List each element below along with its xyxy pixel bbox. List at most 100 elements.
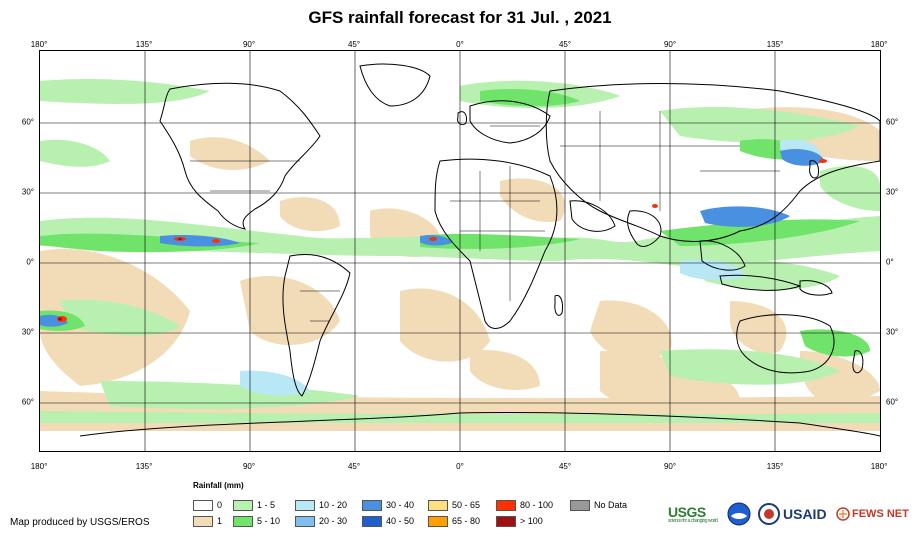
- madagascar-outline: [554, 294, 563, 316]
- rain-area: [780, 149, 825, 166]
- legend-label: 1 - 5: [257, 500, 276, 510]
- rain-area: [280, 197, 340, 232]
- rain-area: [500, 178, 566, 222]
- legend-label: No Data: [594, 500, 628, 510]
- japan-outline: [809, 160, 819, 179]
- lon-tick: 135°: [135, 462, 153, 471]
- rain-area: [240, 370, 310, 396]
- map-canvas: [40, 51, 880, 451]
- lon-tick: 135°: [766, 40, 784, 49]
- north-america-outline: [159, 82, 321, 230]
- lon-tick: 135°: [766, 462, 784, 471]
- rain-area: [40, 139, 110, 167]
- lon-tick: 180°: [870, 462, 888, 471]
- usgs-logo: USGS science for a changing world: [668, 502, 718, 526]
- lon-tick: 45°: [347, 40, 361, 49]
- usgs-tagline: science for a changing world: [668, 518, 718, 524]
- rain-area: [660, 219, 860, 246]
- rain-area: [429, 237, 437, 241]
- lon-tick: 0°: [456, 462, 464, 471]
- rain-extreme-areas: [58, 238, 182, 321]
- legend-swatch-5: [295, 516, 315, 527]
- lon-tick: 45°: [558, 40, 572, 49]
- greenland-outline: [359, 63, 431, 107]
- legend-swatch-12: [570, 500, 590, 511]
- rainfall-map[interactable]: [39, 50, 881, 452]
- legend-swatch-4: [295, 500, 315, 511]
- graticule: [40, 51, 880, 451]
- legend-label: 30 - 40: [386, 500, 415, 510]
- lon-tick: 0°: [456, 40, 464, 49]
- lon-tick: 90°: [242, 462, 256, 471]
- lat-tick: 60°: [21, 117, 34, 127]
- australia-outline: [736, 314, 835, 374]
- legend-swatch-0: [193, 500, 213, 511]
- legend-swatch-6: [362, 500, 382, 511]
- legend-label: 50 - 65: [452, 500, 481, 510]
- lon-tick: 90°: [663, 40, 677, 49]
- rain-area: [100, 381, 360, 409]
- lon-tick: 180°: [870, 40, 888, 49]
- country-borders: [190, 111, 780, 322]
- new-zealand-outline: [852, 350, 864, 374]
- europe-outline: [469, 100, 551, 144]
- lat-tick: 60°: [886, 117, 899, 127]
- lat-tick: 0°: [886, 257, 894, 267]
- rain-area: [178, 238, 182, 240]
- lon-tick: 90°: [663, 462, 677, 471]
- antarctica-outline: [79, 412, 880, 437]
- legend-label: 65 - 80: [452, 516, 481, 526]
- southeast-asia-outline: [699, 240, 746, 271]
- fews-icon: [836, 507, 850, 521]
- usgs-logo-text: USGS: [668, 504, 706, 520]
- lon-tick: 45°: [558, 462, 572, 471]
- seal-icon: [758, 503, 780, 525]
- lat-tick: 30°: [886, 187, 899, 197]
- rain-area: [212, 239, 220, 243]
- rain-area: [40, 233, 260, 253]
- rain-area: [660, 349, 840, 385]
- noaa-logo: [727, 502, 751, 526]
- rain-area: [820, 166, 880, 211]
- lat-tick: 60°: [21, 397, 34, 407]
- legend-title: Rainfall (mm): [193, 481, 244, 490]
- lon-tick: 90°: [242, 40, 256, 49]
- usaid-seal: [758, 502, 780, 526]
- noaa-icon: [727, 502, 751, 526]
- lon-tick: 180°: [30, 40, 48, 49]
- legend-swatch-9: [428, 516, 448, 527]
- rain-area: [480, 89, 580, 107]
- usaid-logo: USAID: [783, 506, 827, 522]
- rain-area: [652, 204, 658, 208]
- legend-label: 80 - 100: [520, 500, 554, 510]
- legend-label: 20 - 30: [319, 516, 348, 526]
- legend-label: 10 - 20: [319, 500, 348, 510]
- lon-tick: 180°: [30, 462, 48, 471]
- map-title: GFS rainfall forecast for 31 Jul. , 2021: [308, 8, 612, 27]
- rain-area: [800, 329, 870, 357]
- lat-tick: 30°: [21, 327, 34, 337]
- lat-tick: 30°: [886, 327, 899, 337]
- rain-area: [590, 300, 672, 361]
- uk-outline: [457, 111, 467, 126]
- legend-swatch-3: [233, 516, 253, 527]
- legend-swatch-11: [496, 516, 516, 527]
- continent-outlines: [79, 63, 880, 437]
- legend-label: 1: [217, 516, 223, 526]
- rain-heavy-areas: [57, 159, 827, 322]
- rain-10-20mm-areas: [240, 139, 820, 396]
- legend-swatch-2: [233, 500, 253, 511]
- papua-outline: [799, 280, 833, 296]
- legend-label: 5 - 10: [257, 516, 281, 526]
- legend-swatch-8: [428, 500, 448, 511]
- rain-area: [58, 317, 62, 321]
- india-outline: [627, 210, 662, 247]
- rain-area: [60, 299, 180, 336]
- south-america-outline: [282, 254, 351, 397]
- legend-swatch-1: [193, 516, 213, 527]
- rain-area: [190, 137, 270, 171]
- lon-tick: 135°: [135, 40, 153, 49]
- fews-net-text: FEWS NET: [852, 508, 909, 520]
- rain-area: [470, 350, 540, 391]
- legend-swatch-10: [496, 500, 516, 511]
